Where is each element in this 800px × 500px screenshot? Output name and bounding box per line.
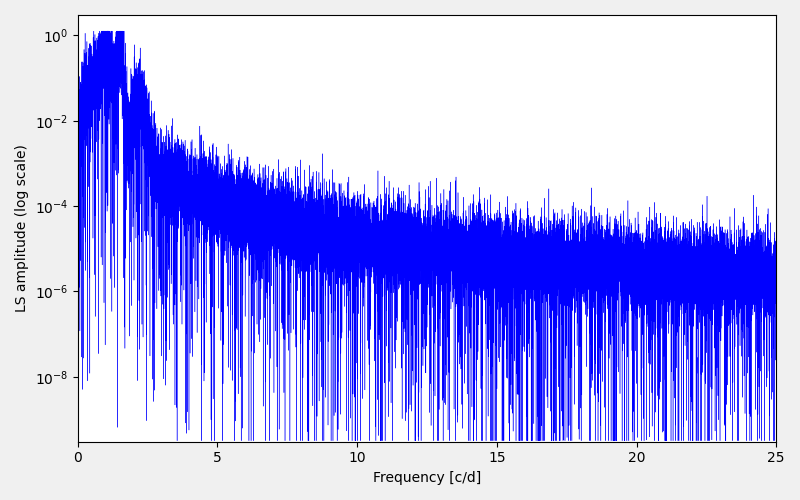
X-axis label: Frequency [c/d]: Frequency [c/d]	[373, 471, 481, 485]
Y-axis label: LS amplitude (log scale): LS amplitude (log scale)	[15, 144, 29, 312]
